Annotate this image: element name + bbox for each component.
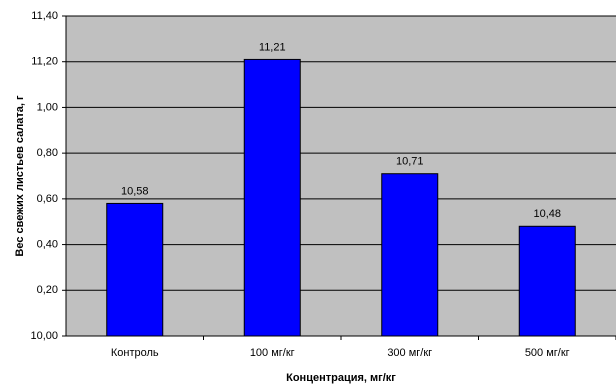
data-label: 11,21 (259, 41, 286, 53)
y-tick-label: 0,80 (37, 147, 58, 159)
y-tick-label: 11,40 (31, 10, 58, 22)
x-tick-label: Контроль (111, 347, 159, 359)
bar (243, 58, 301, 337)
y-tick-label: 10,00 (30, 330, 58, 342)
x-tick-label: 500 мг/кг (525, 347, 570, 359)
y-tick-label: 11,20 (31, 56, 58, 68)
x-axis-label: Концентрация, мг/кг (286, 372, 396, 384)
y-tick-label: 0,40 (37, 238, 58, 250)
y-tick-label: 0,20 (37, 284, 58, 296)
bar (106, 202, 164, 337)
data-label: 10,58 (121, 185, 149, 197)
bar (381, 173, 439, 337)
y-axis-label: Вес свежих листьев салата, г (14, 95, 26, 257)
data-label: 10,48 (533, 208, 561, 220)
x-tick-label: 300 мг/кг (387, 347, 432, 359)
data-label: 10,71 (396, 156, 424, 168)
y-tick-label: 0,60 (37, 193, 58, 205)
y-tick-label: 1,00 (37, 101, 58, 113)
bar (518, 225, 576, 337)
x-tick-label: 100 мг/кг (250, 347, 295, 359)
